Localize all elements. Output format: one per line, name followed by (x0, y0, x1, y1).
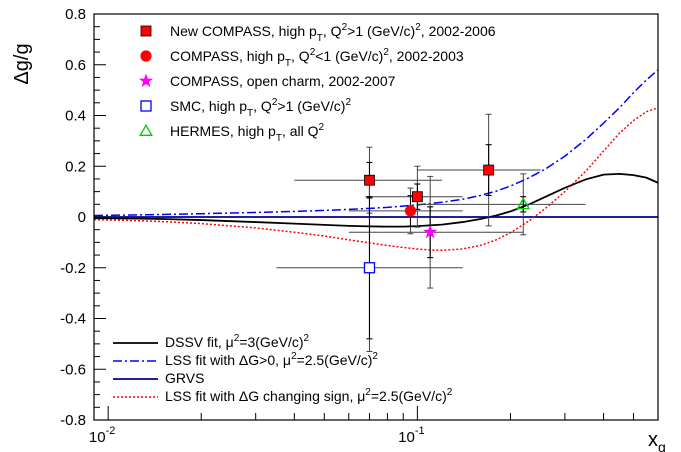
tick-labels: 0.8 0.6 0.4 0.2 0 -0.2 -0.4 -0.6 -0.810-2 10-1 (60, 6, 424, 446)
error-bars-layer (276, 113, 586, 352)
axes (93, 13, 659, 421)
legend-entry: HERMES, high pT, all Q2 (170, 122, 325, 144)
data-point (423, 224, 438, 239)
y-tick-label: -0.6 (60, 361, 86, 378)
legend-entry: SMC, high pT, Q2>1 (GeV/c)2 (170, 97, 351, 119)
y-tick-label: 0.4 (65, 108, 86, 125)
y-tick-label: -0.2 (60, 260, 86, 277)
curve-lss-sign-change (93, 107, 659, 251)
y-tick-label: 0 (78, 209, 86, 226)
data-point (404, 205, 417, 217)
y-axis-title: Δg/g (11, 43, 33, 84)
legend-entry: COMPASS, open charm, 2002-2007 (170, 73, 396, 89)
data-point (363, 262, 376, 274)
data-point (411, 191, 423, 203)
curve-dssv (93, 172, 659, 228)
x-tick-label: 10-2 (89, 425, 115, 446)
legend-entry: LSS fit with ΔG>0, μ2=2.5(GeV/c)2 (165, 351, 378, 368)
legend-marker (139, 123, 153, 136)
data-points-layer (363, 164, 531, 274)
y-tick-label: -0.8 (60, 412, 86, 429)
legend-entry: COMPASS, high pT, Q2<1 (GeV/c)2, 2002-20… (170, 47, 464, 69)
y-tick-label: 0.6 (65, 57, 86, 74)
legend-entry: DSSV fit, μ2=3(GeV/c)2 (165, 333, 310, 350)
legend-entry: LSS fit with ΔG changing sign, μ2=2.5(Ge… (165, 387, 453, 404)
curve-lss-positive (93, 69, 659, 217)
y-tick-label: 0.2 (65, 158, 86, 175)
legend-entry: New COMPASS, high pT, Q2>1 (GeV/c)2, 200… (170, 22, 496, 44)
x-tick-label: 10-1 (398, 425, 424, 446)
data-point (516, 197, 531, 210)
legend-entry: GRVS (165, 370, 204, 386)
legend-marker (140, 100, 152, 112)
data-point (364, 174, 375, 186)
curves-layer (93, 69, 659, 251)
legend-markers: New COMPASS, high pT, Q2>1 (GeV/c)2, 200… (138, 22, 496, 144)
legend-marker (140, 50, 152, 62)
y-tick-label: -0.4 (60, 311, 86, 328)
data-point (483, 164, 495, 176)
y-tick-label: 0.8 (65, 6, 86, 23)
x-axis-title: xg (648, 429, 666, 452)
legend-marker (138, 73, 154, 88)
legend-marker (140, 25, 152, 37)
